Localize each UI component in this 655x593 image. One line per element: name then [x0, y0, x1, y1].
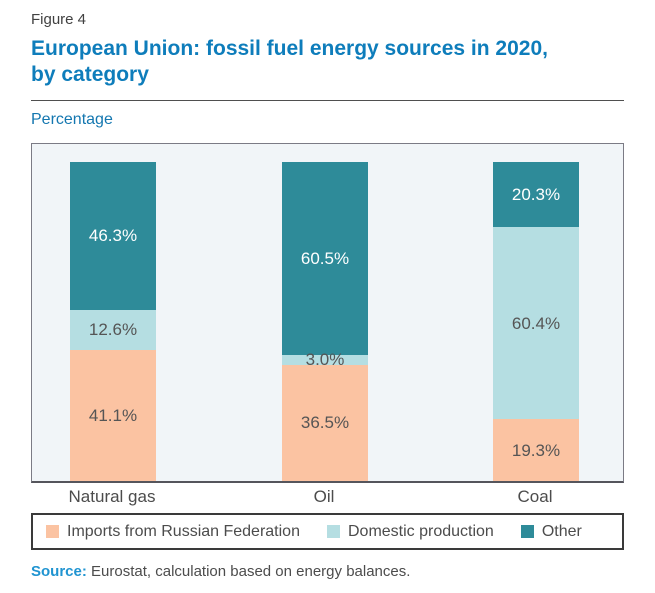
segment-value-label: 41.1%	[88, 405, 138, 425]
legend-item-imports-from-russian-federation: Imports from Russian Federation	[46, 523, 300, 541]
bar-coal: 20.3% 60.4% 19.3%	[493, 161, 579, 481]
figure-title: European Union: fossil fuel energy sourc…	[31, 36, 624, 88]
legend-label: Domestic production	[347, 522, 494, 540]
legend-item-other: Other	[520, 522, 582, 541]
segment-other-natural-gas: 46.3%	[70, 162, 156, 310]
source-label: Source:	[31, 563, 87, 580]
segment-imports-from-russian-federation-oil: 36.5%	[282, 364, 368, 481]
plot-area: 46.3% 12.6% 41.1% 60.5% 3.0% 36.5% 20.3% 60.4% 1…	[31, 143, 624, 483]
legend-swatch-icon	[46, 525, 59, 538]
source-text: Eurostat, calculation based on energy ba…	[86, 563, 411, 580]
segment-value-label: 60.5%	[300, 249, 350, 269]
segment-other-coal: 20.3%	[493, 161, 579, 227]
legend-item-domestic-production: Domestic production	[326, 522, 494, 541]
segment-value-label: 60.4%	[511, 313, 561, 333]
segment-value-label: 12.6%	[88, 320, 138, 340]
segment-imports-from-russian-federation-coal: 19.3%	[493, 419, 579, 481]
legend: Imports from Russian Federation Domestic …	[31, 513, 624, 550]
segment-domestic-production-oil: 3.0%	[282, 351, 368, 368]
figure-container: Figure 4 European Union: fossil fuel ene…	[31, 11, 624, 581]
y-axis-label: Percentage	[31, 111, 113, 128]
segment-value-label: 20.3%	[511, 184, 561, 204]
legend-label: Other	[541, 522, 582, 540]
bar-oil: 60.5% 3.0% 36.5%	[282, 162, 368, 481]
figure-title-line1: European Union: fossil fuel energy sourc…	[31, 37, 548, 60]
segment-value-label: 36.5%	[300, 413, 350, 433]
segment-value-label: 19.3%	[511, 440, 561, 460]
category-label-coal: Coal	[517, 487, 553, 506]
x-axis-labels: Natural gas Oil Coal	[31, 483, 624, 509]
legend-swatch-icon	[326, 525, 340, 538]
segment-other-oil: 60.5%	[282, 162, 368, 356]
title-divider	[31, 100, 624, 101]
figure-title-line2: by category	[31, 63, 149, 86]
segment-value-label: 3.0%	[305, 350, 345, 370]
category-label-oil: Oil	[313, 487, 335, 506]
legend-label: Imports from Russian Federation	[67, 522, 300, 540]
segment-domestic-production-coal: 60.4%	[493, 226, 579, 420]
bar-natural-gas: 46.3% 12.6% 41.1%	[70, 162, 156, 481]
figure-label: Figure 4	[31, 11, 87, 28]
source-note: Source: Eurostat, calculation based on e…	[31, 562, 624, 581]
segment-value-label: 46.3%	[88, 226, 138, 246]
segment-imports-from-russian-federation-natural-gas: 41.1%	[70, 349, 156, 481]
category-label-natural-gas: Natural gas	[68, 487, 156, 506]
legend-swatch-icon	[520, 525, 534, 538]
segment-domestic-production-natural-gas: 12.6%	[70, 309, 156, 350]
